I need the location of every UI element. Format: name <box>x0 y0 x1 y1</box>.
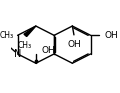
Polygon shape <box>24 26 36 37</box>
Text: OH: OH <box>105 31 119 40</box>
Text: CH₃: CH₃ <box>17 41 31 50</box>
Text: OH: OH <box>42 46 55 55</box>
Text: OH: OH <box>67 40 81 49</box>
Text: CH₃: CH₃ <box>0 31 14 40</box>
Text: N: N <box>14 49 21 59</box>
